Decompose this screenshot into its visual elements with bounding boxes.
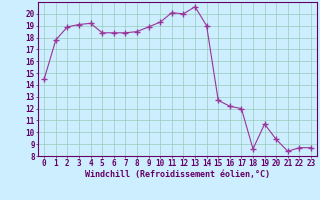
X-axis label: Windchill (Refroidissement éolien,°C): Windchill (Refroidissement éolien,°C) [85, 170, 270, 179]
